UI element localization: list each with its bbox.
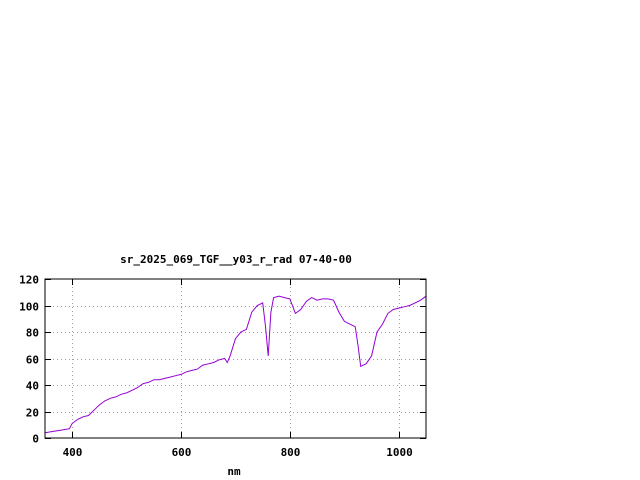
y-tick-label: 80 <box>26 327 39 340</box>
y-tick-label: 20 <box>26 407 39 420</box>
axis-ticks <box>45 279 426 439</box>
y-tick-label: 60 <box>26 354 39 367</box>
x-axis-tick-labels: 400 600 800 1000 <box>63 446 413 459</box>
x-axis-label: nm <box>227 465 241 478</box>
series-layer <box>44 295 427 434</box>
y-tick-label: 0 <box>32 433 39 446</box>
x-tick-label: 1000 <box>386 446 413 459</box>
y-tick-label: 40 <box>26 380 39 393</box>
plot-frame <box>44 278 427 439</box>
y-tick-label: 120 <box>19 274 39 287</box>
x-tick-label: 400 <box>63 446 83 459</box>
y-tick-label: 100 <box>19 301 39 314</box>
grid-lines <box>45 279 426 438</box>
y-axis-tick-labels: 0 20 40 60 80 100 120 <box>19 274 39 446</box>
chart-title: sr_2025_069_TGF__y03_r_rad 07-40-00 <box>120 253 352 266</box>
x-tick-label: 600 <box>172 446 192 459</box>
series-line <box>44 295 427 434</box>
x-tick-label: 800 <box>281 446 301 459</box>
